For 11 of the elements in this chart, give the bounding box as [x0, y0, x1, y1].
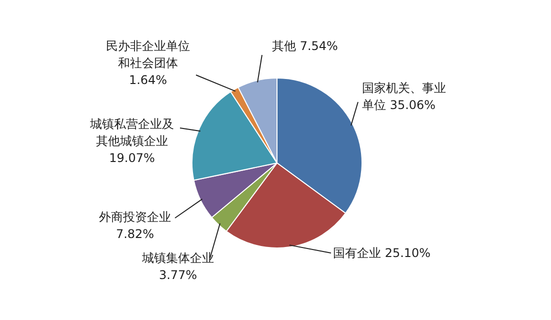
slice-label: 国有企业 25.10% — [333, 246, 431, 260]
slice-label: 其他 7.54% — [272, 39, 338, 53]
data-label: 1.64% — [128, 73, 168, 87]
slice-label: 民办非企业单位和社会团体 — [106, 39, 190, 70]
slice-label: 城镇私营企业及其他城镇企业 — [89, 117, 174, 148]
slice-label: 城镇集体企业 — [141, 251, 214, 265]
data-label: 7.82% — [116, 227, 154, 241]
data-label: 3.77% — [158, 268, 198, 282]
slice-label: 国家机关、事业单位 35.06% — [362, 81, 446, 112]
slice-label: 外商投资企业 — [99, 210, 171, 224]
data-label: 19.07% — [109, 151, 155, 165]
